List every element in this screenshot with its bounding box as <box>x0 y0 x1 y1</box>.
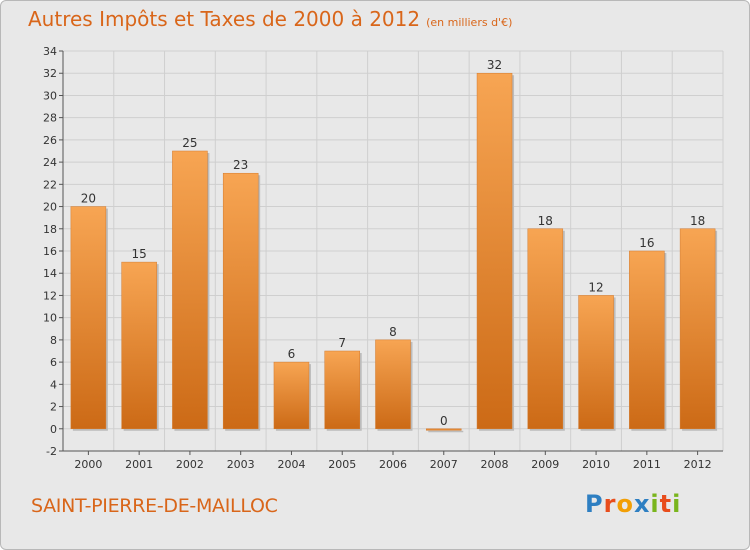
data-label: 18 <box>690 214 705 228</box>
x-tick-label: 2001 <box>125 458 153 471</box>
chart-title: Autres Impôts et Taxes de 2000 à 2012 (en… <box>28 7 512 31</box>
logo-letter: o <box>616 490 634 518</box>
chart-unit: (en milliers d'€) <box>426 16 513 29</box>
bar-2004 <box>273 361 310 430</box>
y-tick-label: 2 <box>50 401 57 414</box>
data-label: 16 <box>639 236 654 250</box>
data-label: 20 <box>81 192 96 206</box>
data-label: 6 <box>288 347 296 361</box>
y-tick-label: 14 <box>43 267 57 280</box>
bars-layer: 20 15 25 23 6 7 8 0 32 18 12 16 18 <box>70 58 718 433</box>
x-tick-label: 2002 <box>176 458 204 471</box>
y-tick-label: 10 <box>43 312 57 325</box>
logo-letter: r <box>603 490 617 518</box>
chart-title-text: Autres Impôts et Taxes de 2000 à 2012 <box>28 7 421 31</box>
bar-2010 <box>578 295 614 430</box>
logo-letter: i <box>672 490 682 518</box>
y-tick-label: 16 <box>43 245 57 258</box>
x-tick-label: 2007 <box>430 458 458 471</box>
x-tick-label: 2003 <box>227 458 255 471</box>
y-tick-label: 26 <box>43 134 57 147</box>
x-tick-label: 2008 <box>481 458 509 471</box>
y-tick-label: -2 <box>46 445 57 458</box>
proxiti-logo: Proxiti <box>585 490 681 518</box>
bar-2007 <box>426 428 462 431</box>
bar-2011 <box>629 250 665 430</box>
logo-letter: P <box>585 490 604 518</box>
y-tick-label: 28 <box>43 112 57 125</box>
data-label: 8 <box>389 325 397 339</box>
place-name: SAINT-PIERRE-DE-MAILLOC <box>31 495 278 517</box>
y-tick-label: 32 <box>43 67 57 80</box>
x-tick-label: 2006 <box>379 458 407 471</box>
bar-2005 <box>324 350 360 430</box>
x-tick-label: 2011 <box>633 458 661 471</box>
y-tick-label: 18 <box>43 223 57 236</box>
data-label: 15 <box>132 247 147 261</box>
data-label: 32 <box>487 58 502 72</box>
bar-2002 <box>172 150 208 430</box>
y-tick-label: 12 <box>43 289 57 302</box>
data-label: 7 <box>338 336 346 350</box>
x-tick-label: 2005 <box>328 458 356 471</box>
y-tick-label: 22 <box>43 178 57 191</box>
y-tick-label: 20 <box>43 201 57 214</box>
y-tick-label: 0 <box>50 423 57 436</box>
logo-letter: i <box>650 490 660 518</box>
x-tick-label: 2009 <box>531 458 559 471</box>
bar-2003 <box>222 172 259 430</box>
y-tick-label: 6 <box>50 356 57 369</box>
x-tick-label: 2012 <box>684 458 712 471</box>
data-label: 25 <box>182 136 197 150</box>
y-tick-label: 8 <box>50 334 57 347</box>
logo-letter: t <box>659 490 673 518</box>
bar-2001 <box>121 261 157 430</box>
x-tick-label: 2000 <box>74 458 102 471</box>
bar-2012 <box>679 228 716 430</box>
data-label: 23 <box>233 158 248 172</box>
data-label: 12 <box>588 280 603 294</box>
data-label: 18 <box>538 214 553 228</box>
x-tick-label: 2010 <box>582 458 610 471</box>
logo-letter: x <box>633 490 651 518</box>
y-tick-label: 4 <box>50 378 57 391</box>
bar-shadow <box>428 430 464 433</box>
bar-2009 <box>527 228 564 430</box>
y-tick-label: 34 <box>43 45 57 58</box>
bar-2000 <box>70 206 107 430</box>
y-tick-label: 30 <box>43 89 57 102</box>
data-label: 0 <box>440 414 448 428</box>
x-tick-label: 2004 <box>277 458 305 471</box>
bar-2006 <box>375 339 411 430</box>
y-tick-label: 24 <box>43 156 57 169</box>
bar-2008 <box>476 72 513 430</box>
